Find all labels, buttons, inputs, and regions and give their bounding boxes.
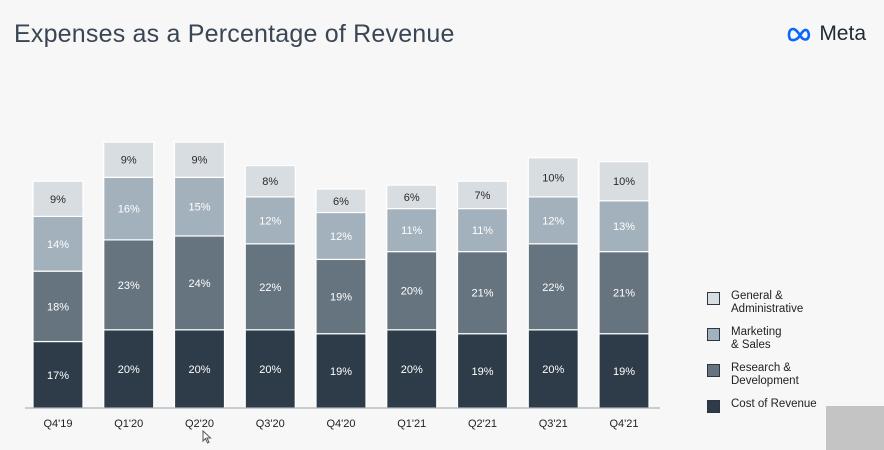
data-label: 20% xyxy=(188,364,210,376)
data-label: 19% xyxy=(613,366,635,378)
bar-segment xyxy=(244,196,296,245)
data-label: 21% xyxy=(471,288,493,300)
legend-swatch xyxy=(707,328,720,341)
data-label: 19% xyxy=(330,366,352,378)
bar-segment xyxy=(386,329,438,409)
legend-swatch xyxy=(707,292,720,305)
bar-segment xyxy=(32,180,84,218)
data-label: 20% xyxy=(542,364,564,376)
data-label: 10% xyxy=(542,172,564,184)
legend-label: Marketing & Sales xyxy=(731,326,782,351)
bar-segment xyxy=(527,157,579,198)
bar-segment xyxy=(173,329,226,409)
bar-segment xyxy=(103,329,155,409)
data-label: 13% xyxy=(613,221,635,233)
data-label: 11% xyxy=(401,225,422,237)
bar-segment xyxy=(315,333,367,409)
data-label: 6% xyxy=(404,192,420,204)
bar-segment xyxy=(598,200,650,253)
x-tick-label: Q3'20 xyxy=(256,418,285,430)
bar-segment xyxy=(315,258,367,335)
legend-label: General & Administrative xyxy=(731,290,804,315)
x-tick-label: Q4'20 xyxy=(326,418,355,430)
bar-segment xyxy=(244,164,296,198)
bar-segment xyxy=(598,161,650,202)
data-label: 20% xyxy=(401,364,423,376)
bar-segment xyxy=(598,333,650,409)
data-label: 19% xyxy=(330,292,352,304)
legend-label: Research & Development xyxy=(731,362,799,387)
legend-swatch xyxy=(707,400,720,413)
legend-item-marketing-sales: Marketing & Sales xyxy=(707,326,837,352)
mouse-cursor-icon xyxy=(202,430,212,444)
chart-legend: General & Administrative Marketing & Sal… xyxy=(707,290,837,423)
slide-title: Expenses as a Percentage of Revenue xyxy=(14,20,455,48)
bar-segment xyxy=(173,176,226,237)
x-tick-label: Q4'21 xyxy=(609,418,638,430)
data-label: 8% xyxy=(262,176,278,188)
bar-segment xyxy=(32,340,84,409)
legend-swatch xyxy=(707,364,720,377)
data-label: 9% xyxy=(192,155,208,167)
meta-logo: Meta xyxy=(787,22,866,46)
data-label: 20% xyxy=(118,364,140,376)
data-label: 21% xyxy=(613,288,635,300)
legend-item-general-admin: General & Administrative xyxy=(707,290,837,316)
data-label: 22% xyxy=(259,282,281,294)
bar-segment xyxy=(315,211,367,261)
data-label: 7% xyxy=(475,190,491,202)
data-label: 12% xyxy=(259,215,281,227)
x-tick-label: Q2'21 xyxy=(468,418,497,430)
bar-segment xyxy=(173,235,226,331)
data-label: 20% xyxy=(401,286,423,298)
data-label: 24% xyxy=(188,278,210,290)
x-tick-label: Q1'20 xyxy=(114,418,143,430)
bar-segment xyxy=(244,243,296,331)
data-label: 11% xyxy=(472,225,493,237)
data-label: 22% xyxy=(542,282,564,294)
bar-segment xyxy=(103,141,155,178)
meta-logo-text: Meta xyxy=(819,22,866,45)
x-tick-label: Q1'21 xyxy=(397,418,426,430)
legend-label: Cost of Revenue xyxy=(731,398,817,410)
bar-segment xyxy=(527,196,579,245)
data-label: 19% xyxy=(471,366,493,378)
video-overlay-corner xyxy=(826,406,884,450)
data-label: 17% xyxy=(47,370,69,382)
data-label: 20% xyxy=(259,364,281,376)
x-tick-label: Q2'20 xyxy=(185,418,214,430)
bar-segment xyxy=(527,243,579,331)
legend-item-cost-of-revenue: Cost of Revenue xyxy=(707,398,837,413)
x-tick-label: Q3'21 xyxy=(539,418,568,430)
data-label: 14% xyxy=(47,239,69,251)
bar-segment xyxy=(244,329,296,409)
bar-segment xyxy=(173,141,226,178)
data-label: 23% xyxy=(118,280,140,292)
bar-segment xyxy=(103,176,155,241)
bar-segment xyxy=(598,251,650,335)
bar-segment xyxy=(103,239,155,331)
data-label: 9% xyxy=(121,155,137,167)
legend-item-research-development: Research & Development xyxy=(707,362,837,388)
meta-infinity-icon xyxy=(788,27,811,42)
data-label: 9% xyxy=(50,194,66,206)
data-label: 6% xyxy=(333,196,349,208)
bar-segment xyxy=(456,180,509,210)
data-label: 12% xyxy=(330,231,352,243)
data-label: 15% xyxy=(188,202,210,214)
bar-segment xyxy=(315,188,367,214)
bar-segment xyxy=(386,184,438,210)
data-label: 12% xyxy=(542,215,564,227)
bar-segment xyxy=(456,251,509,335)
data-label: 18% xyxy=(47,301,69,313)
data-label: 16% xyxy=(118,204,140,216)
x-tick-label: Q4'19 xyxy=(43,418,72,430)
bar-segment xyxy=(32,270,84,343)
data-label: 10% xyxy=(613,176,635,188)
